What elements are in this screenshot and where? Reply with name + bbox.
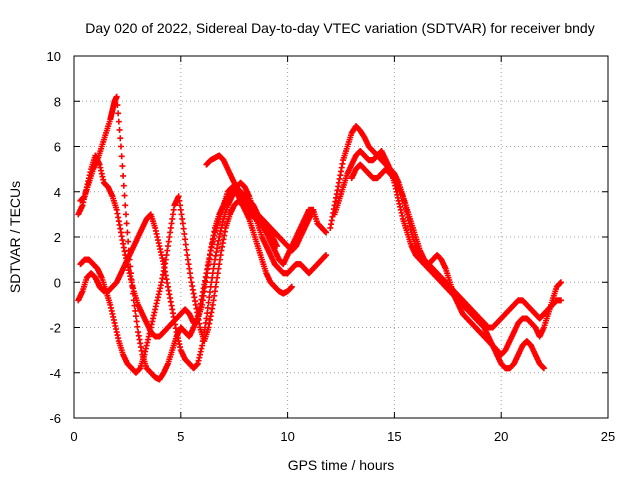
data-point bbox=[323, 252, 330, 259]
data-point bbox=[132, 313, 139, 320]
y-tick-label: 0 bbox=[54, 275, 61, 290]
series-track-4 bbox=[77, 193, 280, 376]
y-tick-label: 8 bbox=[54, 94, 61, 109]
data-point bbox=[182, 236, 189, 243]
data-point bbox=[180, 225, 187, 232]
y-tick-label: -2 bbox=[49, 321, 61, 336]
data-point bbox=[288, 283, 295, 290]
data-point bbox=[120, 172, 127, 179]
data-point bbox=[181, 230, 188, 237]
data-markers bbox=[75, 93, 565, 383]
y-tick-label: 6 bbox=[54, 140, 61, 155]
data-point bbox=[125, 238, 132, 245]
data-point bbox=[179, 220, 186, 227]
axis-ticks bbox=[73, 55, 609, 419]
data-point bbox=[123, 220, 130, 227]
data-point bbox=[115, 118, 122, 125]
data-point bbox=[115, 110, 122, 117]
x-tick-label: 20 bbox=[494, 429, 508, 444]
data-point bbox=[183, 246, 190, 253]
data-point bbox=[130, 290, 137, 297]
y-tick-label: 2 bbox=[54, 230, 61, 245]
data-point bbox=[113, 93, 120, 100]
x-tick-label: 15 bbox=[387, 429, 401, 444]
series-track-7 bbox=[331, 148, 565, 358]
data-point bbox=[134, 323, 141, 330]
data-point bbox=[116, 126, 123, 133]
data-point bbox=[117, 143, 124, 150]
data-point bbox=[131, 302, 138, 309]
data-point bbox=[127, 270, 134, 277]
data-point bbox=[310, 206, 317, 213]
y-axis-label: SDTVAR / TECUs bbox=[7, 181, 23, 293]
y-tick-label: 10 bbox=[47, 49, 61, 64]
series-track-3 bbox=[75, 179, 330, 372]
chart-title: Day 020 of 2022, Sidereal Day-to-day VTE… bbox=[85, 20, 594, 36]
grid bbox=[74, 56, 608, 418]
x-tick-label: 5 bbox=[177, 429, 184, 444]
y-tick-labels: -6 -4 -2 0 2 4 6 8 10 bbox=[47, 49, 61, 426]
data-point bbox=[117, 135, 124, 142]
data-point bbox=[127, 263, 134, 270]
data-point bbox=[130, 297, 137, 304]
y-tick-label: 4 bbox=[54, 185, 61, 200]
series-track-5 bbox=[203, 152, 317, 254]
x-tick-label: 0 bbox=[70, 429, 77, 444]
x-axis-label: GPS time / hours bbox=[288, 457, 395, 473]
y-tick-label: -6 bbox=[49, 411, 61, 426]
data-point bbox=[273, 243, 280, 250]
data-point bbox=[129, 283, 136, 290]
data-point bbox=[205, 299, 212, 306]
data-point bbox=[133, 318, 140, 325]
data-point bbox=[203, 315, 210, 322]
data-point bbox=[558, 279, 565, 286]
data-point bbox=[124, 229, 131, 236]
x-tick-labels: 0 5 10 15 20 25 bbox=[70, 429, 615, 444]
data-point bbox=[119, 163, 126, 170]
data-point bbox=[122, 211, 129, 218]
data-point bbox=[128, 276, 135, 283]
data-point bbox=[132, 307, 139, 314]
data-point bbox=[118, 153, 125, 160]
series-track-8 bbox=[348, 161, 565, 331]
data-point bbox=[121, 192, 128, 199]
data-point bbox=[558, 297, 565, 304]
data-point bbox=[206, 294, 213, 301]
data-point bbox=[120, 182, 127, 189]
data-point bbox=[122, 202, 129, 209]
x-tick-label: 25 bbox=[601, 429, 615, 444]
data-point bbox=[114, 102, 121, 109]
y-tick-label: -4 bbox=[49, 366, 61, 381]
data-point bbox=[540, 365, 547, 372]
x-tick-label: 10 bbox=[280, 429, 294, 444]
data-point bbox=[323, 229, 330, 236]
data-point bbox=[182, 241, 189, 248]
